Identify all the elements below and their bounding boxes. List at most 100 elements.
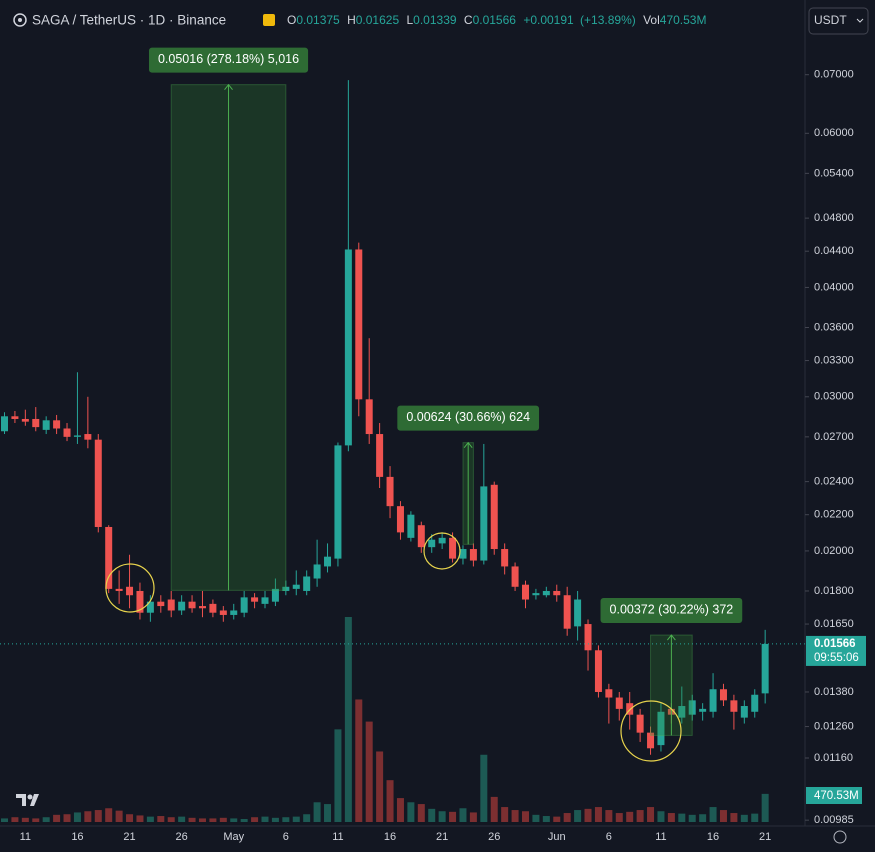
label: O	[287, 13, 296, 27]
volume-bar	[751, 813, 759, 822]
candle-body	[574, 599, 582, 627]
volume-bar	[730, 813, 738, 822]
y-tick-label: 0.07000	[814, 69, 854, 81]
volume-bar	[490, 796, 498, 822]
candle-body	[532, 593, 540, 596]
candle-body	[11, 416, 19, 419]
candle-body	[730, 700, 738, 712]
volume-bar	[449, 811, 457, 822]
candle-body	[303, 576, 311, 591]
candle-body	[657, 711, 665, 746]
x-tick-label: 16	[707, 831, 719, 843]
countdown: 09:55:06	[814, 652, 859, 664]
volume-bar	[334, 729, 342, 822]
x-tick-label: 21	[436, 831, 448, 843]
volume-bar	[657, 811, 665, 822]
candle-body	[136, 590, 144, 613]
volume-bar	[605, 810, 613, 822]
candle-body	[699, 708, 707, 712]
x-tick-label: 16	[384, 831, 396, 843]
volume-bar	[438, 811, 446, 822]
change-pct: (+13.89%)	[580, 13, 636, 27]
x-tick-label: 26	[488, 831, 500, 843]
volume-bar	[678, 813, 686, 822]
volume-bar	[178, 816, 186, 822]
x-tick-label: 6	[283, 831, 289, 843]
candle-body	[678, 706, 686, 718]
exchange-flag	[263, 14, 275, 26]
label: H	[347, 13, 356, 27]
volume-bar	[761, 793, 769, 822]
value: 0.01339	[413, 13, 457, 27]
volume-bar	[53, 814, 61, 822]
y-tick-label: 0.01260	[814, 720, 854, 732]
candle-body	[751, 694, 759, 712]
candle-body	[709, 689, 717, 712]
candle-body	[553, 590, 561, 596]
candle-body	[563, 595, 571, 629]
candle-body	[719, 689, 727, 701]
circle-drawing	[105, 563, 155, 613]
volume-bar	[251, 817, 259, 822]
volume-bar	[11, 817, 19, 822]
candle-body	[626, 703, 634, 715]
candle-body	[251, 597, 259, 602]
candle-body	[63, 428, 71, 437]
candle-body	[396, 506, 404, 533]
last-price-label: 0.01566	[814, 638, 856, 650]
volume-bar	[667, 813, 675, 822]
candle-body	[324, 556, 332, 567]
y-tick-label: 0.03600	[814, 321, 854, 333]
volume-bar	[574, 810, 582, 822]
volume-bar	[376, 751, 384, 822]
candle-body	[313, 564, 321, 579]
candle-body	[94, 439, 102, 527]
y-tick-label: 0.02400	[814, 476, 854, 488]
candle-body	[32, 418, 40, 428]
volume-bar	[699, 814, 707, 822]
volume-bar	[32, 818, 40, 822]
candle-body	[84, 434, 92, 440]
volume-bar	[157, 816, 165, 822]
volume-bar	[303, 814, 311, 822]
y-tick-label: 0.00985	[814, 814, 854, 826]
candle-body	[417, 525, 425, 548]
volume-bar	[42, 817, 50, 822]
volume-bar	[344, 617, 352, 822]
candle-body	[261, 597, 269, 604]
candle-body	[501, 549, 509, 567]
y-tick-label: 0.03300	[814, 354, 854, 366]
circle-drawing	[620, 700, 682, 762]
volume-bar	[469, 812, 477, 822]
currency-select[interactable]	[808, 7, 869, 35]
candle-body	[21, 418, 29, 422]
symbol: SAGA / TetherUS · 1D · Binance	[32, 13, 226, 28]
logo-part	[16, 794, 26, 806]
y-tick-label: 0.05400	[814, 167, 854, 179]
candle-body	[688, 700, 696, 715]
volume-bar	[386, 780, 394, 822]
volume-bar	[209, 818, 217, 822]
x-tick-label: 6	[606, 831, 612, 843]
symbol-icon-dot	[18, 18, 22, 22]
label: Vol	[643, 13, 660, 27]
y-tick-label: 0.04800	[814, 212, 854, 224]
candle-body	[480, 486, 488, 561]
candle-body	[740, 706, 748, 718]
candle-body	[355, 249, 363, 400]
value: 0.01566	[473, 13, 517, 27]
candle-body	[198, 606, 206, 609]
measure-label: 0.00624 (30.66%) 624	[406, 410, 530, 424]
candle-body	[449, 537, 457, 559]
measure-label-bg	[397, 405, 540, 431]
measure-label-bg	[148, 47, 309, 73]
candle-body	[365, 399, 373, 435]
settings-button[interactable]	[833, 830, 847, 844]
measure-arrowhead	[224, 83, 233, 90]
y-tick-label: 0.03000	[814, 391, 854, 403]
candle-body	[282, 586, 290, 591]
x-tick-label: 11	[20, 831, 31, 843]
candle-body	[636, 714, 644, 733]
volume-bar	[94, 810, 102, 822]
